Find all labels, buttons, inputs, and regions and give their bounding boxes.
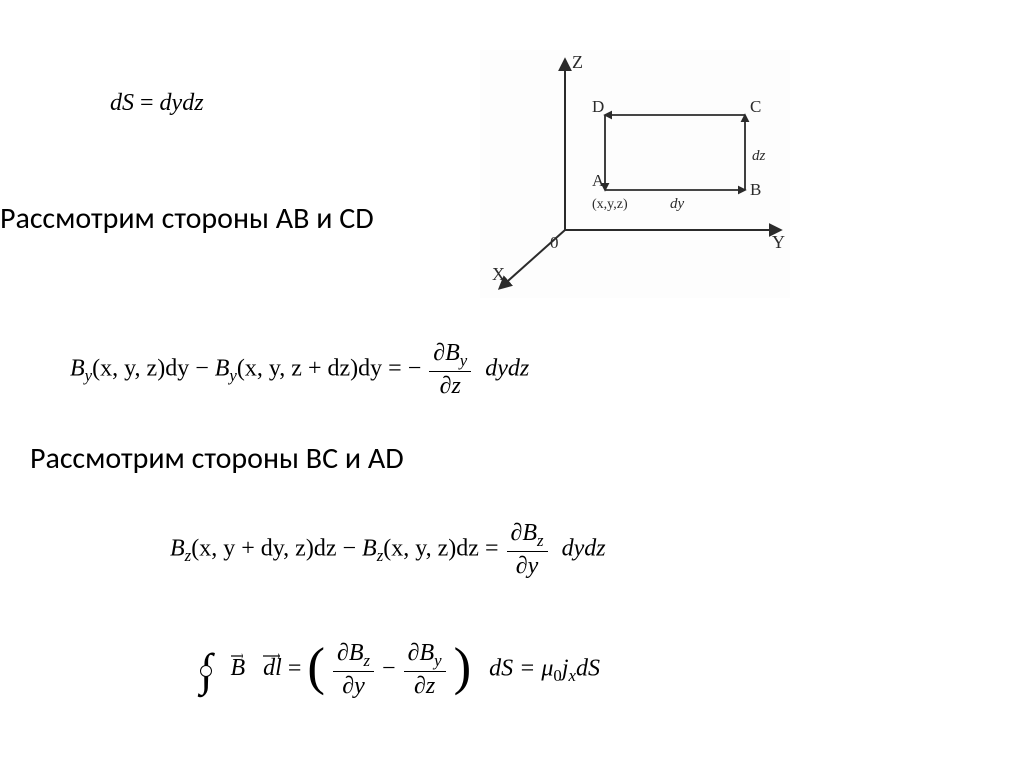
vec-B: B [231,655,246,682]
eq2-frac: ∂By ∂z [429,340,471,400]
eq4-num1: ∂B [337,640,364,666]
eq3-a2: (x, y, z)dz [383,535,479,561]
eq3-a1: (x, y + dy, z)dz [191,535,336,561]
label-b: B [750,180,761,199]
label-coord: (x,y,z) [592,197,628,212]
eq4-nums2: y [434,651,441,670]
eq2-eq: = [382,355,408,381]
eq4-den1: ∂y [333,672,374,699]
vec-dl: dl [263,655,282,682]
eq2-s2: y [229,366,236,385]
eq2-neg: − [408,355,422,381]
eq2-s1: y [85,366,92,385]
eq3-t2: B [362,535,377,561]
eq3-den: ∂y [507,552,548,579]
label-o: 0 [550,233,559,252]
eq1-lhs: dS [110,90,134,116]
coordinate-diagram: Z Y X 0 A B C D (x,y,z) dy dz [480,50,790,298]
eq1-rhs: dydz [160,90,204,116]
eq2-den: ∂z [429,372,471,399]
eq4-minus: − [382,655,402,681]
eq2-t1: B [70,355,85,381]
label-y: Y [772,232,785,252]
label-z: Z [572,52,583,72]
equation-integral: ∫ B dl = ( ∂Bz ∂y − ∂By ∂z ) dS = μ0jxdS [200,640,600,700]
label-dy: dy [670,196,685,212]
eq2-a1: (x, y, z)dy [92,355,189,381]
eq2-nums: y [460,351,467,370]
eq2-a2: (x, y, z + dz)dy [237,355,382,381]
label-d: D [592,97,604,116]
eq2-t2: B [215,355,230,381]
eq4-mid: dS = μ [489,655,553,681]
eq4-eq1: = [288,655,308,681]
eq3-nums: z [537,531,544,550]
text-sides-ab-cd: Рассмотрим стороны AB и CD [0,200,374,237]
eq4-nums1: z [364,651,371,670]
equation-by: By(x, y, z)dy − By(x, y, z + dz)dy = − ∂… [70,340,529,400]
eq4-frac2: ∂By ∂z [404,640,446,700]
equation-bz: Bz(x, y + dy, z)dz − Bz(x, y, z)dz = ∂Bz… [170,520,606,580]
eq3-num: ∂B [511,520,538,546]
eq3-tail: dydz [562,535,606,561]
eq4-den2: ∂z [404,672,446,699]
eq3-minus: − [336,535,362,561]
eq2-tail: dydz [485,355,529,381]
eq2-num: ∂B [433,340,460,366]
eq2-minus: − [189,355,215,381]
eq4-end: dS [576,655,600,681]
eq3-frac: ∂Bz ∂y [507,520,548,580]
contour-integral-icon: ∫ [200,649,213,690]
label-x: X [492,264,505,284]
eq4-subj: x [568,666,575,685]
eq4-num2: ∂B [408,640,435,666]
eq3-t1: B [170,535,185,561]
text-sides-bc-ad: Рассмотрим стороны BC и AD [30,440,404,477]
label-dz: dz [752,148,766,164]
lparen-icon: ( [307,646,325,688]
eq4-subm: 0 [553,666,561,685]
diagram-svg: Z Y X 0 A B C D (x,y,z) dy dz [480,50,790,298]
eq4-frac1: ∂Bz ∂y [333,640,374,700]
label-a: A [592,171,605,190]
eq3-eq: = [479,535,505,561]
equation-ds: dS = dydz [110,90,204,117]
label-c: C [750,97,761,116]
eq1-eq: = [134,90,160,116]
rparen-icon: ) [454,646,472,688]
